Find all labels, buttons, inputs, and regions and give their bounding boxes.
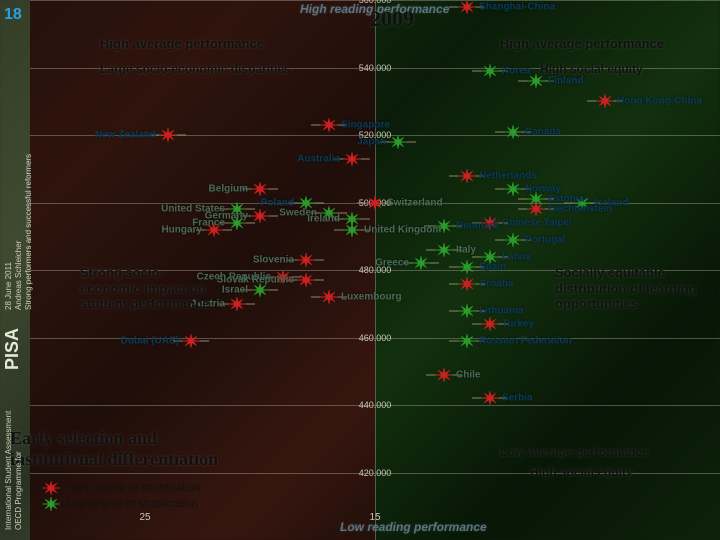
q5-text: Early selection and institutional differ… <box>10 428 218 469</box>
country-label: Lithuania <box>479 305 523 316</box>
country-label: New Zealand <box>95 130 156 141</box>
quadrant-overlay <box>30 0 375 223</box>
country-marker <box>504 125 522 139</box>
sidebar-line1: OECD Programme for <box>14 451 23 530</box>
q1-title: High average performance <box>100 36 264 51</box>
country-marker <box>228 297 246 311</box>
country-label: Belgium <box>209 184 248 195</box>
country-label: Croatia <box>479 278 513 289</box>
country-marker <box>458 169 476 183</box>
country-marker <box>435 368 453 382</box>
gridline-v <box>375 0 376 540</box>
country-marker <box>481 64 499 78</box>
slide-number: 18 <box>4 6 22 24</box>
country-label: Shanghai-China <box>479 1 555 12</box>
country-marker <box>596 94 614 108</box>
sidebar-line3: Strong performers and successful reforme… <box>24 154 33 310</box>
country-label: Serbia <box>502 393 533 404</box>
country-marker <box>251 182 269 196</box>
country-marker <box>343 152 361 166</box>
axis-label-bottom: Low reading performance <box>340 520 487 534</box>
country-marker <box>412 256 430 270</box>
country-label: Canada <box>525 126 561 137</box>
country-marker <box>389 135 407 149</box>
country-label: Slovenia <box>253 254 294 265</box>
country-marker <box>435 243 453 257</box>
q6-sub: High social equity <box>530 465 633 479</box>
legend-swatch-high <box>42 481 60 495</box>
country-label: Spain <box>479 261 506 272</box>
country-marker <box>366 196 384 210</box>
country-label: Luxembourg <box>341 292 402 303</box>
country-marker <box>297 253 315 267</box>
country-marker <box>320 290 338 304</box>
country-marker <box>159 128 177 142</box>
country-label: Finland <box>548 76 584 87</box>
country-label: Netherlands <box>479 170 537 181</box>
country-label: Singapore <box>341 119 390 130</box>
legend-swatch-low <box>42 497 60 511</box>
sidebar-line5: 28 June 2011 <box>4 262 13 310</box>
country-label: Russian Federation <box>479 335 572 346</box>
country-marker <box>343 223 361 237</box>
country-marker <box>504 182 522 196</box>
country-label: Chinese Taipei <box>502 217 572 228</box>
legend-label-low: Low degree of stratification <box>66 498 197 510</box>
country-marker <box>458 277 476 291</box>
country-label: Latvia <box>502 251 531 262</box>
country-label: Switzerland <box>387 197 443 208</box>
country-marker <box>297 273 315 287</box>
country-marker <box>458 0 476 14</box>
country-marker <box>458 304 476 318</box>
country-label: Liechtenstein <box>548 204 612 215</box>
country-marker <box>527 202 545 216</box>
country-marker <box>504 233 522 247</box>
country-label: Denmark <box>456 221 499 232</box>
country-label: Ireland <box>307 214 340 225</box>
country-label: Hong Kong-China <box>617 96 702 107</box>
country-label: Japan <box>357 136 386 147</box>
legend-label-high: High degree of stratification <box>66 482 200 494</box>
country-marker <box>458 334 476 348</box>
q4-text: Socially equitable distribution of learn… <box>555 265 697 312</box>
country-marker <box>481 391 499 405</box>
country-marker <box>481 317 499 331</box>
country-label: Korea <box>502 65 530 76</box>
q1-sub: Large socio-economic disparities <box>100 62 291 76</box>
title-year: 2009 <box>370 6 414 32</box>
country-marker <box>458 260 476 274</box>
sidebar-pisa: PISA <box>2 328 23 370</box>
country-label: Chile <box>456 369 480 380</box>
country-label: Australia <box>297 153 340 164</box>
sidebar: International Student Assessment OECD Pr… <box>0 0 30 540</box>
q2-title: High average performance <box>500 36 664 51</box>
country-marker <box>251 209 269 223</box>
country-marker <box>320 118 338 132</box>
legend: High degree of stratification Low degree… <box>42 480 200 512</box>
q3-text: Strong socio- economic impact on student… <box>80 265 209 312</box>
q6-title: Low average performance <box>500 445 649 459</box>
sidebar-line2: International Student Assessment <box>4 411 13 530</box>
country-label: Israel <box>222 285 248 296</box>
country-label: Italy <box>456 244 476 255</box>
sidebar-line4: Andreas Schleicher <box>14 241 23 310</box>
country-label: Portugal <box>525 234 566 245</box>
country-label: Turkey <box>502 319 534 330</box>
country-marker <box>182 334 200 348</box>
country-label: Hungary <box>161 224 202 235</box>
country-label: United Kingdom <box>364 224 441 235</box>
xtick-label: 25 <box>139 512 150 523</box>
country-label: Dubai (UAE) <box>121 335 179 346</box>
q2-sub: High social equity <box>540 62 643 76</box>
country-label: Greece <box>375 258 409 269</box>
